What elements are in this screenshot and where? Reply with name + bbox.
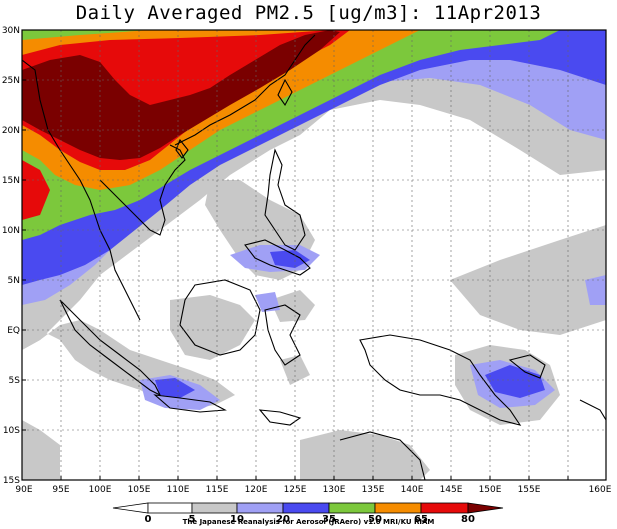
lon-label: 140E [401,485,424,495]
lat-label: 15S [3,476,20,486]
lat-label: 10S [3,426,20,436]
lat-label: EQ [7,326,20,336]
colorbar-tick: 65 [414,514,428,525]
colorbar [112,502,504,514]
lat-label: 15N [2,176,20,186]
colorbar-tick: 20 [276,514,290,525]
colorbar-segment-5 [328,502,376,514]
lon-label: 95E [52,485,69,495]
lon-label: 120E [245,485,268,495]
map-title: Daily Averaged PM2.5 [ug/m3]: 11Apr2013 [75,2,542,24]
colorbar-segment-6 [374,502,422,514]
colorbar-segment-1 [147,502,193,514]
lon-label: 110E [167,485,190,495]
colorbar-tick: 80 [461,514,475,525]
map-frame [21,29,607,481]
credit-line: The Japanese Reanalysis for Aerosol (JRA… [182,518,435,526]
lat-label: 5N [8,276,20,286]
lon-label: 105E [128,485,151,495]
concentration-field [22,30,606,480]
lon-label: 150E [479,485,502,495]
lat-label: 10N [2,226,20,236]
lon-label: 135E [362,485,385,495]
colorbar-tick: 50 [368,514,382,525]
colorbar-tick: 5 [189,514,196,525]
colorbar-tick: 0 [145,514,152,525]
lat-label: 20N [2,126,20,136]
gridlines [22,30,606,480]
colorbar-tick: 35 [322,514,336,525]
lon-label: 115E [206,485,229,495]
colorbar-segment-3 [236,502,284,514]
lon-label: 90E [15,485,32,495]
lon-label: 125E [284,485,307,495]
lat-label: 30N [2,26,20,36]
lon-label: 130E [323,485,346,495]
colorbar-segment-8 [467,502,504,514]
colorbar-tick: 10 [230,514,244,525]
lon-label: 145E [440,485,463,495]
lon-label: 155E [518,485,541,495]
colorbar-segment-4 [282,502,330,514]
colorbar-segment-0 [112,502,149,514]
lat-label: 5S [9,376,21,386]
colorbar-segment-7 [420,502,469,514]
lon-label: 160E [589,485,612,495]
pm-contour-80-plus [22,30,340,160]
coastlines [22,34,606,480]
colorbar-segment-2 [191,502,238,514]
lat-label: 25N [2,76,20,86]
lon-label: 100E [89,485,112,495]
